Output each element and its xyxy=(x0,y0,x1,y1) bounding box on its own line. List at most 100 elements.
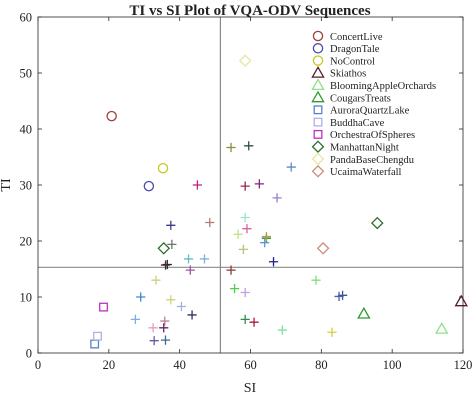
data-markers xyxy=(90,54,468,349)
data-point-plus xyxy=(130,314,140,324)
y-tick-label: 30 xyxy=(20,179,33,193)
legend-label: BloomingAppleOrchards xyxy=(330,81,436,92)
x-tick-label: 100 xyxy=(383,358,402,372)
x-tick-label: 60 xyxy=(244,358,257,372)
data-point-plus xyxy=(151,275,161,285)
data-point-plus xyxy=(286,162,296,172)
data-point-plus xyxy=(199,254,210,264)
x-tick-label: 20 xyxy=(103,358,116,372)
data-point-plus xyxy=(277,325,287,335)
data-point-plus xyxy=(160,316,170,326)
legend-marker-square xyxy=(313,117,323,127)
x-tick-label: 80 xyxy=(315,358,328,372)
legend-label: DragonTale xyxy=(330,44,380,55)
data-point-circle xyxy=(143,180,155,192)
legend-marker-diamond xyxy=(311,164,325,178)
legend-marker-triangle xyxy=(311,90,325,103)
data-point-triangle xyxy=(454,294,468,307)
data-point-plus xyxy=(183,254,194,264)
data-point-plus xyxy=(233,229,243,239)
y-axis-label: TI xyxy=(0,178,14,192)
data-point-plus xyxy=(148,323,158,333)
data-point-plus xyxy=(240,212,250,223)
data-point-diamond xyxy=(157,241,171,255)
data-point-plus xyxy=(226,265,236,275)
data-point-circle xyxy=(106,110,117,122)
data-point-triangle xyxy=(357,306,371,319)
data-point-plus xyxy=(261,231,272,242)
data-point-plus xyxy=(160,335,171,345)
data-point-plus xyxy=(159,323,169,333)
y-tick-label: 60 xyxy=(20,11,33,25)
legend-marker-square xyxy=(313,129,323,139)
chart-title: TI vs SI Plot of VQA-ODV Sequences xyxy=(129,3,370,19)
data-point-plus xyxy=(242,224,252,234)
data-point-plus xyxy=(254,179,264,189)
legend-label: AuroraQuartzLake xyxy=(330,106,410,117)
data-point-plus xyxy=(334,291,344,302)
legend-label: ManhattanNight xyxy=(330,143,399,154)
data-point-plus xyxy=(260,238,270,248)
data-point-diamond xyxy=(316,241,330,255)
data-point-plus xyxy=(240,314,250,324)
data-point-plus xyxy=(240,287,250,298)
legend-marker-diamond xyxy=(311,152,325,166)
x-tick-label: 120 xyxy=(454,358,473,372)
legend-label: CougarsTreats xyxy=(330,93,391,104)
data-point-plus xyxy=(185,265,195,275)
legend-label: PandaBaseChengdu xyxy=(330,155,415,166)
data-point-plus xyxy=(240,181,250,191)
x-tick-label: 0 xyxy=(35,358,41,372)
data-point-plus xyxy=(311,275,321,285)
data-point-plus xyxy=(268,257,279,267)
legend-marker-circle xyxy=(312,55,324,66)
data-point-plus xyxy=(160,260,171,270)
legend-label: BuddhaCave xyxy=(330,118,385,129)
data-point-plus xyxy=(238,244,249,254)
data-point-circle xyxy=(157,162,169,174)
mean-lines xyxy=(38,17,463,353)
data-point-plus xyxy=(244,141,254,151)
legend-label: NoControl xyxy=(330,56,375,67)
data-point-plus xyxy=(176,301,187,312)
data-point-plus xyxy=(166,220,176,230)
data-point-plus xyxy=(272,193,282,203)
data-point-diamond xyxy=(238,54,252,67)
legend-marker-diamond xyxy=(311,140,325,154)
data-point-plus xyxy=(205,217,215,228)
data-point-square xyxy=(93,331,102,341)
y-tick-label: 40 xyxy=(20,123,33,137)
data-point-plus xyxy=(192,180,202,190)
data-point-plus xyxy=(149,336,159,346)
legend-label: UcaimaWaterfall xyxy=(330,167,402,178)
legend-marker-circle xyxy=(312,30,324,42)
data-point-plus xyxy=(187,310,197,320)
data-point-plus xyxy=(327,327,337,337)
x-axis-label: SI xyxy=(244,381,257,396)
data-point-plus xyxy=(249,317,259,327)
y-tick-label: 0 xyxy=(26,347,32,361)
axis-ticks: 0 20 40 60 80 100 120 0 10 20 30 40 50 60 xyxy=(20,11,473,373)
y-tick-label: 10 xyxy=(20,291,33,305)
data-point-plus xyxy=(229,284,240,294)
x-tick-label: 40 xyxy=(173,358,186,372)
legend-label: ConcertLive xyxy=(330,32,383,43)
data-point-plus xyxy=(167,239,177,249)
legend-marker-circle xyxy=(312,43,324,54)
data-point-plus xyxy=(166,295,176,305)
legend-marker-triangle xyxy=(311,78,325,91)
data-point-diamond xyxy=(370,216,384,230)
legend-label: OrchestraOfSpheres xyxy=(330,130,415,141)
y-tick-label: 50 xyxy=(20,67,33,81)
data-point-plus xyxy=(226,142,236,153)
data-point-triangle xyxy=(435,322,449,334)
data-point-square xyxy=(99,302,108,312)
legend-label: Skiathos xyxy=(330,69,366,80)
y-tick-label: 20 xyxy=(20,235,33,249)
plot-frame xyxy=(37,16,464,354)
data-point-plus xyxy=(136,292,146,302)
legend-marker-triangle xyxy=(311,65,325,78)
